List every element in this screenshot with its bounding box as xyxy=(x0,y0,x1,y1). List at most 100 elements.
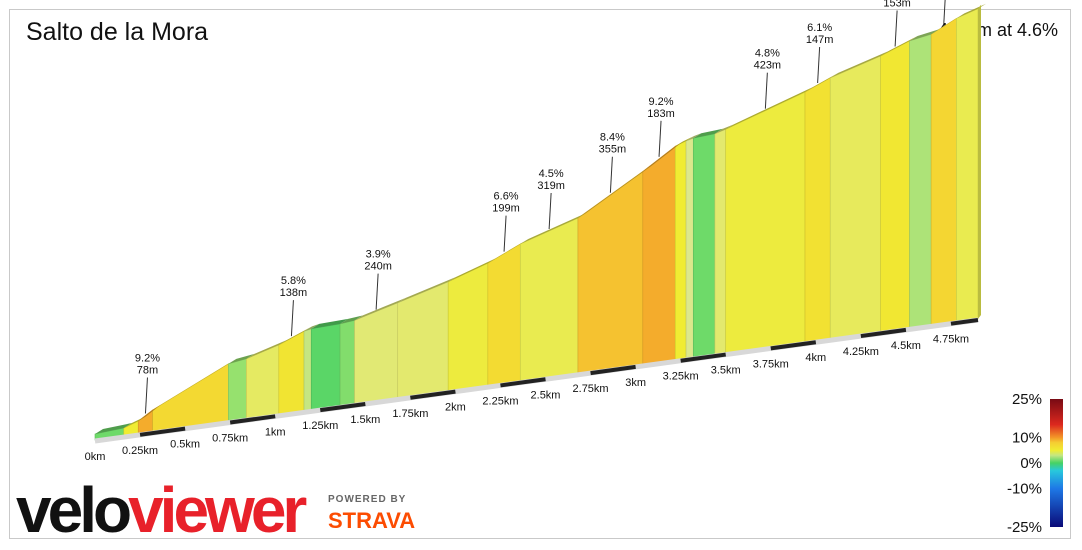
distance-tick-labels: 0km 0.25km 0.5km 0.75km 1km 1.25km 1.5km 1.75km… xyxy=(85,334,969,463)
segment-top-6 xyxy=(278,326,313,345)
tick-label-2: 0.5km xyxy=(170,439,200,451)
annotation-leader-10 xyxy=(943,0,946,25)
segment-top-13 xyxy=(487,238,529,264)
annotation-leader-8 xyxy=(817,46,821,84)
tick-label-12: 3km xyxy=(625,377,646,389)
axis-dash-7 xyxy=(410,389,456,400)
gradient-segment-13 xyxy=(487,243,521,387)
segment-top-11 xyxy=(397,276,457,303)
segment-top-8 xyxy=(311,318,349,329)
tick-label-6: 1.5km xyxy=(350,414,380,426)
gradient-segment-23 xyxy=(829,55,881,340)
gradient-segment-7 xyxy=(303,328,312,412)
logo-velo: velo xyxy=(16,474,132,546)
annotation-grade-3: 6.6% xyxy=(494,191,519,203)
annotation-length-7: 423m xyxy=(754,60,782,72)
axis-dash-19 xyxy=(950,318,979,326)
segment-annotations: 9.2%78m5.8%138m3.9%240m6.6%199m4.5%319m8… xyxy=(135,0,946,414)
gradient-segment-14 xyxy=(519,217,579,383)
tick-label-10: 2.5km xyxy=(531,389,561,401)
axis-dash-13 xyxy=(680,352,726,363)
powered-by-label: POWERED BY xyxy=(328,494,407,505)
annotation-leader-3 xyxy=(503,215,507,252)
segment-top-25 xyxy=(909,29,940,42)
tick-label-0: 0km xyxy=(85,451,106,463)
annotation-length-6: 183m xyxy=(647,108,675,120)
segment-top-5 xyxy=(246,339,287,359)
gradient-segment-8 xyxy=(310,323,341,411)
gradient-segment-26 xyxy=(930,17,957,326)
segment-top-4 xyxy=(228,353,255,364)
gradient-segment-20 xyxy=(714,128,727,356)
tick-label-15: 3.75km xyxy=(753,358,789,370)
annotation-length-1: 138m xyxy=(280,287,308,299)
axis-dash-17 xyxy=(860,327,907,339)
gradient-segment-12 xyxy=(447,262,489,392)
segment-top-26 xyxy=(931,13,965,35)
gradient-legend: 25% 10% 0% -10% -25% xyxy=(1007,391,1063,536)
annotation-grade-6: 9.2% xyxy=(648,96,673,108)
annotation-leader-5 xyxy=(609,156,613,193)
strava-logo: STRAVA xyxy=(328,508,416,533)
gradient-segment-18 xyxy=(685,137,694,360)
gradient-segment-9 xyxy=(339,320,355,407)
tick-label-13: 3.25km xyxy=(663,371,699,383)
chart-title: Salto de la Mora xyxy=(26,18,209,46)
segment-top-27 xyxy=(956,3,986,19)
axis-dash-9 xyxy=(500,377,546,388)
tick-label-9: 2.25km xyxy=(482,395,518,407)
axis-dash-1 xyxy=(139,426,186,437)
annotation-length-3: 199m xyxy=(492,203,520,215)
gradient-segment-4 xyxy=(228,358,247,423)
segment-top-24 xyxy=(880,36,918,56)
segment-top-7 xyxy=(304,323,320,332)
gradient-segments xyxy=(94,8,979,441)
annotation-length-4: 319m xyxy=(537,180,565,192)
legend-label-3: -10% xyxy=(1007,481,1042,498)
segment-top-18 xyxy=(686,133,702,142)
tick-label-4: 1km xyxy=(265,426,286,438)
gradient-segment-25 xyxy=(909,33,932,329)
segment-top-20 xyxy=(714,124,734,134)
segment-top-21 xyxy=(725,87,814,130)
annotation-grade-0: 9.2% xyxy=(135,352,160,364)
segment-top-16 xyxy=(642,141,684,172)
gradient-segment-19 xyxy=(692,133,716,359)
axis-dash-3 xyxy=(229,414,276,425)
annotation-leader-2 xyxy=(375,273,379,310)
tick-label-14: 3.5km xyxy=(711,365,741,377)
annotation-grade-8: 6.1% xyxy=(807,22,832,34)
axis-dash-11 xyxy=(590,364,636,376)
gradient-segment-2 xyxy=(137,409,153,435)
tick-label-3: 0.75km xyxy=(212,432,248,444)
segment-top-12 xyxy=(448,258,496,282)
gradient-segment-10 xyxy=(354,302,399,405)
segment-top-0 xyxy=(95,423,132,434)
legend-label-2: 0% xyxy=(1020,455,1042,472)
segment-top-14 xyxy=(520,213,586,244)
gradient-segment-17 xyxy=(674,140,687,361)
gradient-segment-22 xyxy=(804,77,831,344)
tick-label-11: 2.75km xyxy=(573,383,609,395)
annotation-grade-2: 3.9% xyxy=(366,249,391,261)
tick-label-8: 2km xyxy=(445,402,466,414)
tick-label-1: 0.25km xyxy=(122,445,158,457)
annotation-grade-7: 4.8% xyxy=(755,48,780,60)
segment-top-17 xyxy=(675,136,695,147)
segment-top-19 xyxy=(693,128,723,139)
annotation-length-8: 147m xyxy=(806,34,834,46)
annotation-leader-4 xyxy=(548,192,552,230)
segment-top-2 xyxy=(138,404,161,422)
axis-dash-15 xyxy=(770,340,817,351)
profile-top-face xyxy=(95,3,986,434)
segment-top-15 xyxy=(577,166,651,219)
annotation-leader-0 xyxy=(144,377,148,414)
segment-top-22 xyxy=(805,72,839,93)
legend-color-bar xyxy=(1050,399,1063,527)
legend-label-0: 25% xyxy=(1012,391,1042,408)
annotation-length-9: 153m xyxy=(883,0,911,9)
annotation-length-5: 355m xyxy=(599,144,627,156)
segment-top-9 xyxy=(340,315,363,324)
logo-viewer: viewer xyxy=(128,474,307,546)
